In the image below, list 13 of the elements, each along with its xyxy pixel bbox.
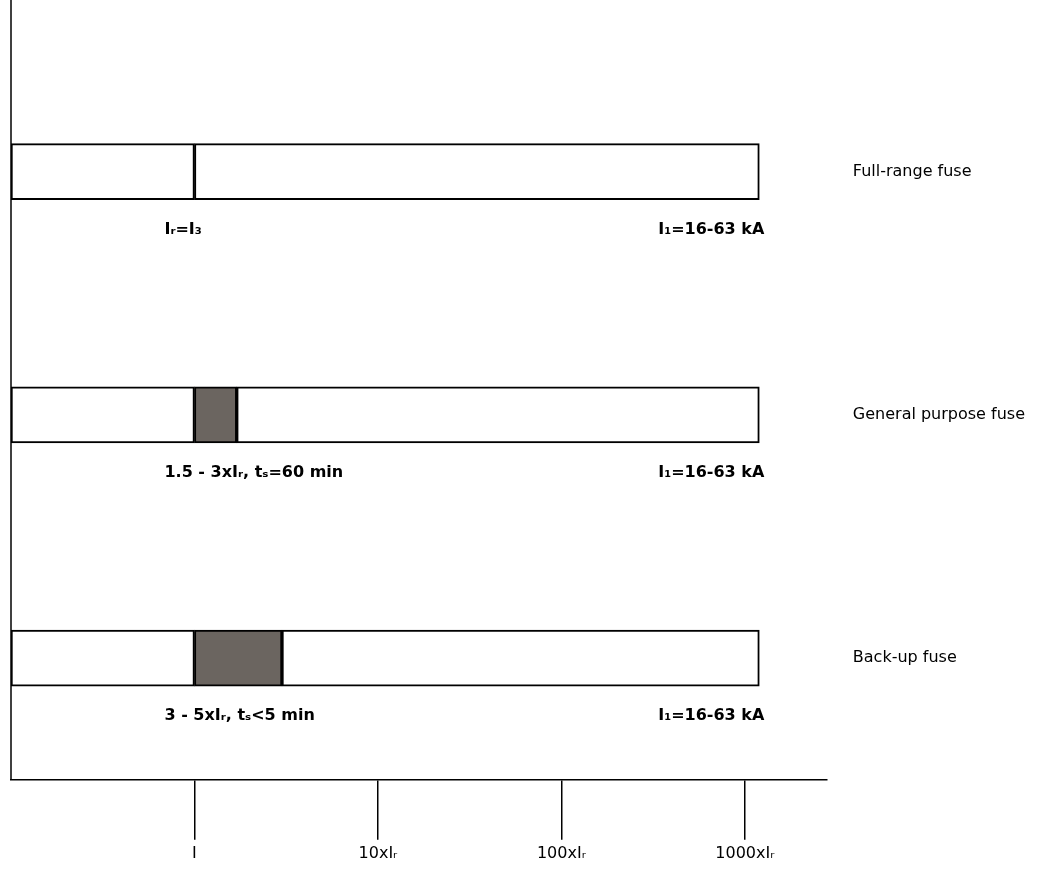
- annotation: I₁=16-63 kA: [658, 462, 765, 482]
- annotation: I₁=16-63 kA: [658, 705, 765, 725]
- annotation: Iᵣ=I₃: [164, 218, 202, 238]
- x-tick-label: 1000xIᵣ: [715, 842, 776, 862]
- y-tick-label: General purpose fuse: [852, 404, 1026, 424]
- y-tick-label: Back-up fuse: [852, 647, 957, 667]
- x-tick-label: 100xIᵣ: [536, 842, 587, 862]
- y-tick-label: Full-range fuse: [852, 160, 972, 180]
- annotation: 3 - 5xIᵣ, tₛ<5 min: [164, 705, 315, 725]
- annotation: I₁=16-63 kA: [658, 218, 765, 238]
- x-tick-label: 10xIᵣ: [358, 842, 399, 862]
- x-tick-label: I: [192, 842, 197, 862]
- annotation: 1.5 - 3xIᵣ, tₛ=60 min: [164, 462, 344, 482]
